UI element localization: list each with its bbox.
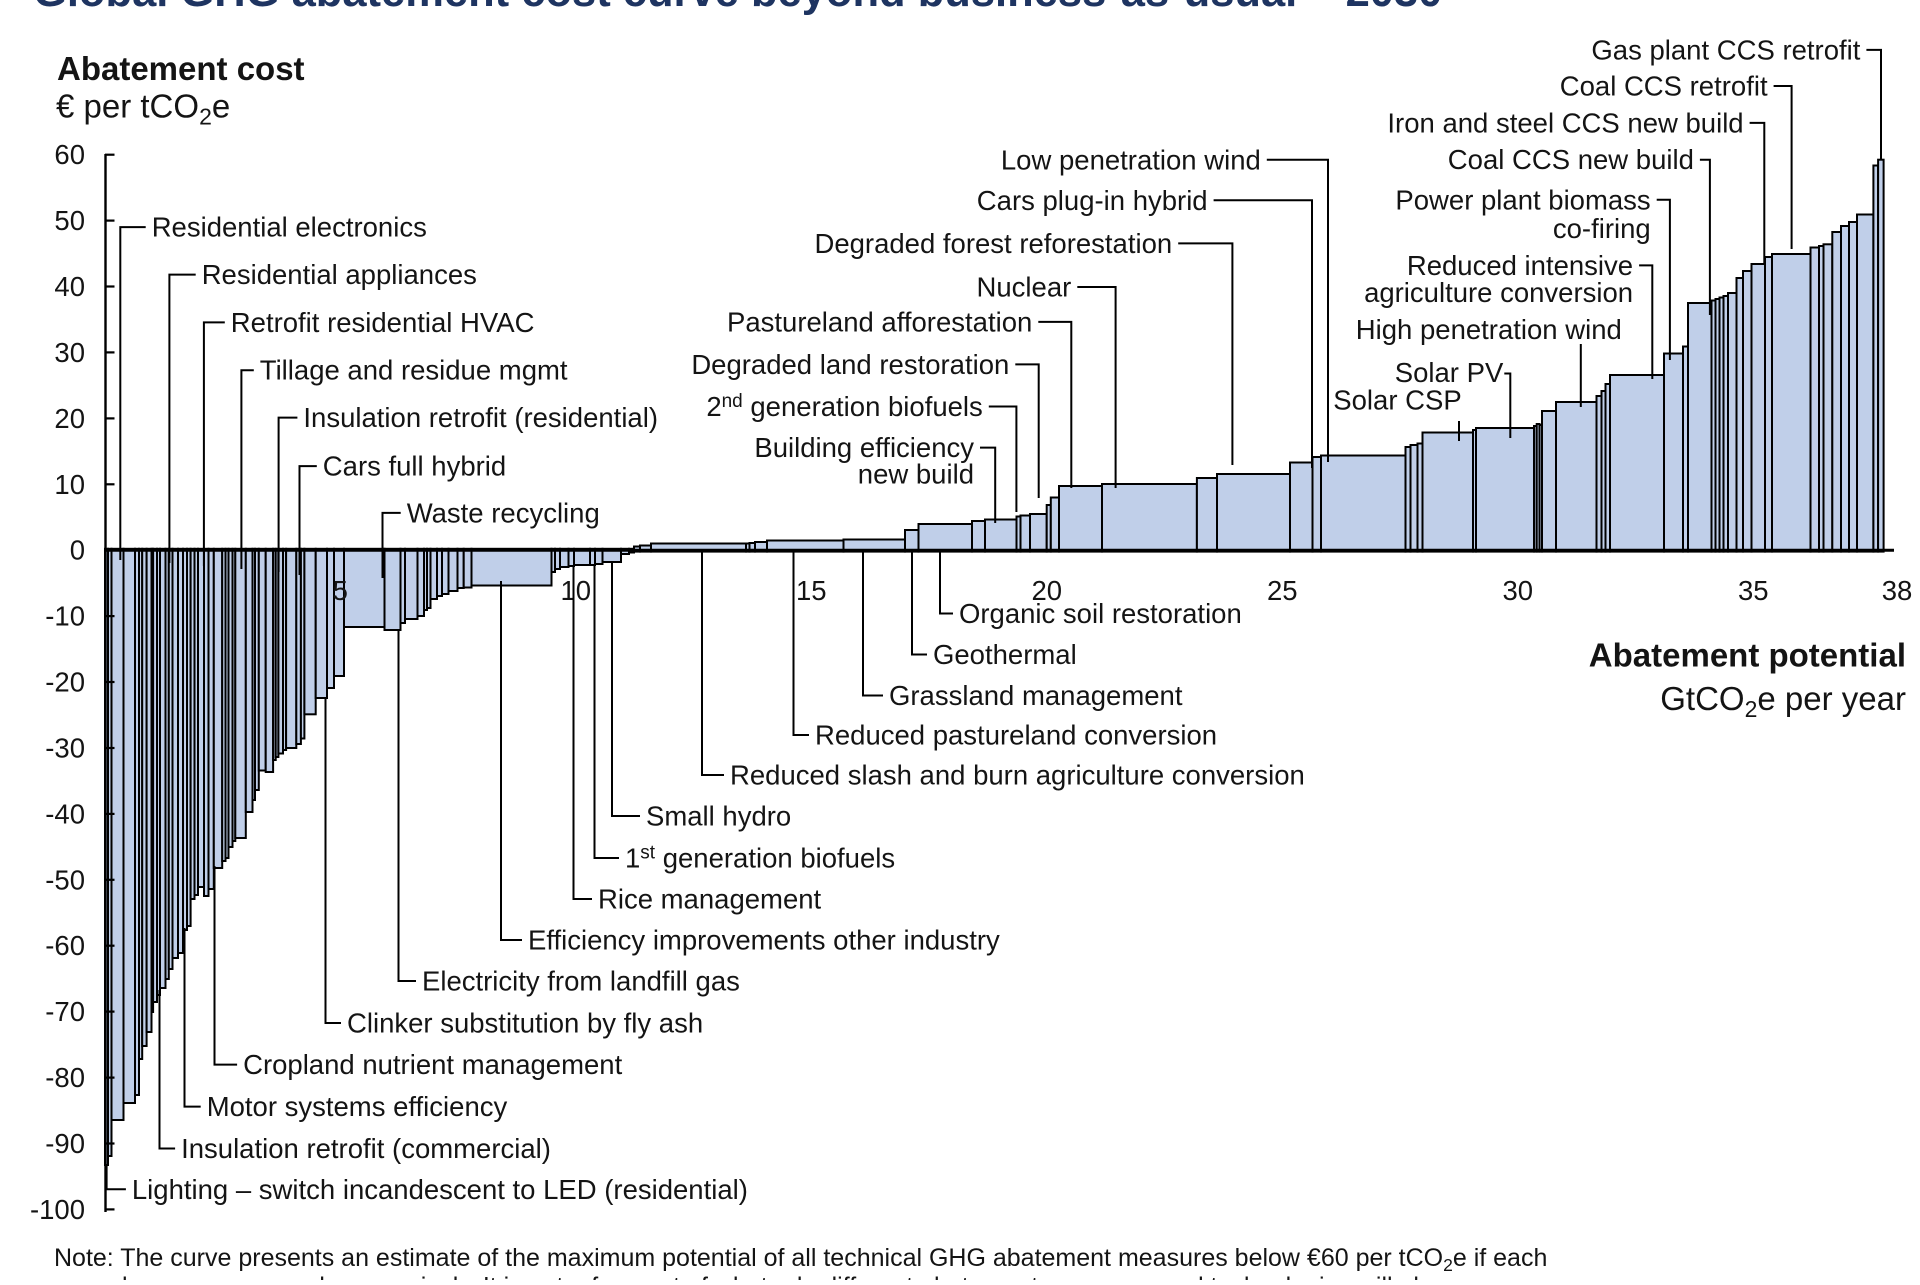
svg-text:-50: -50 [45,864,85,895]
svg-text:0: 0 [70,535,85,566]
svg-text:-70: -70 [45,996,85,1027]
svg-text:Insulation retrofit (residenti: Insulation retrofit (residential) [303,402,658,433]
svg-text:Reduced intensive: Reduced intensive [1407,250,1633,281]
svg-text:-90: -90 [45,1128,85,1159]
svg-text:Retrofit residential HVAC: Retrofit residential HVAC [231,307,535,338]
svg-text:60: 60 [54,139,85,170]
svg-text:Cars plug-in hybrid: Cars plug-in hybrid [977,185,1208,216]
svg-text:Iron and steel CCS new build: Iron and steel CCS new build [1387,107,1743,138]
svg-text:Reduced pastureland conversion: Reduced pastureland conversion [815,720,1217,751]
svg-text:Small hydro: Small hydro [646,801,791,832]
svg-text:-40: -40 [45,798,85,829]
svg-text:Building efficiency: Building efficiency [754,432,974,463]
svg-text:Cars full hybrid: Cars full hybrid [323,451,506,482]
svg-text:Coal CCS retrofit: Coal CCS retrofit [1560,71,1768,102]
svg-text:Pastureland afforestation: Pastureland afforestation [727,306,1032,337]
svg-text:agriculture conversion: agriculture conversion [1364,277,1633,308]
svg-text:5: 5 [333,575,348,606]
svg-text:10: 10 [561,575,592,606]
svg-text:GtCO2e per year: GtCO2e per year [1660,680,1906,722]
svg-text:-100: -100 [30,1194,85,1225]
svg-text:Residential electronics: Residential electronics [152,212,427,243]
svg-text:-60: -60 [45,930,85,961]
svg-text:25: 25 [1267,575,1298,606]
svg-text:Geothermal: Geothermal [933,639,1077,670]
svg-text:Rice management: Rice management [598,884,822,915]
svg-text:High penetration wind: High penetration wind [1356,314,1622,345]
svg-text:Clinker substitution by fly as: Clinker substitution by fly ash [347,1008,703,1039]
svg-text:Nuclear: Nuclear [977,272,1072,303]
svg-text:Waste recycling: Waste recycling [407,497,600,528]
svg-text:Cropland nutrient management: Cropland nutrient management [243,1049,622,1080]
svg-text:Electricity from landfill gas: Electricity from landfill gas [422,966,740,997]
svg-text:Solar CSP: Solar CSP [1333,385,1461,416]
svg-text:Note: The curve presents an es: Note: The curve presents an estimate of … [54,1244,1547,1275]
svg-text:-20: -20 [45,667,85,698]
svg-text:35: 35 [1738,575,1769,606]
svg-text:Solar PV: Solar PV [1395,357,1504,388]
svg-text:Abatement potential: Abatement potential [1589,637,1906,674]
svg-text:Grassland management: Grassland management [889,680,1183,711]
svg-text:Degraded forest reforestation: Degraded forest reforestation [814,228,1172,259]
svg-text:lever was pursued aggressively: lever was pursued aggressively. It is no… [122,1273,1450,1281]
svg-text:new build: new build [858,459,974,490]
svg-text:30: 30 [54,337,85,368]
svg-text:40: 40 [54,271,85,302]
svg-text:50: 50 [54,205,85,236]
svg-text:Tillage and residue mgmt: Tillage and residue mgmt [260,355,568,386]
svg-text:Global GHG abatement cost curv: Global GHG abatement cost curve beyond b… [33,0,1442,16]
svg-text:Lighting – switch incandescent: Lighting – switch incandescent to LED (r… [132,1174,748,1205]
svg-text:Residential appliances: Residential appliances [202,259,477,290]
svg-text:-30: -30 [45,733,85,764]
svg-text:-10: -10 [45,601,85,632]
svg-text:Motor systems efficiency: Motor systems efficiency [207,1091,508,1122]
svg-text:Abatement cost: Abatement cost [57,50,305,87]
svg-text:20: 20 [1032,575,1063,606]
svg-text:Organic soil restoration: Organic soil restoration [959,598,1242,629]
svg-text:-80: -80 [45,1062,85,1093]
svg-text:15: 15 [796,575,827,606]
svg-text:20: 20 [54,403,85,434]
svg-text:2nd generation biofuels: 2nd generation biofuels [706,391,982,422]
svg-text:Efficiency improvements other: Efficiency improvements other industry [528,925,1000,956]
svg-text:Gas plant CCS retrofit: Gas plant CCS retrofit [1591,34,1860,65]
svg-text:38: 38 [1882,575,1913,606]
svg-text:30: 30 [1503,575,1534,606]
svg-text:1st generation biofuels: 1st generation biofuels [625,843,895,874]
svg-text:co-firing: co-firing [1553,213,1651,244]
svg-text:Coal CCS new build: Coal CCS new build [1448,144,1694,175]
svg-text:Degraded land restoration: Degraded land restoration [691,349,1009,380]
svg-text:Insulation retrofit (commercia: Insulation retrofit (commercial) [181,1133,551,1164]
svg-text:Power plant biomass: Power plant biomass [1395,184,1650,215]
svg-text:Reduced slash and burn agricul: Reduced slash and burn agriculture conve… [730,760,1305,791]
svg-text:10: 10 [54,469,85,500]
svg-text:Low penetration wind: Low penetration wind [1001,144,1261,175]
